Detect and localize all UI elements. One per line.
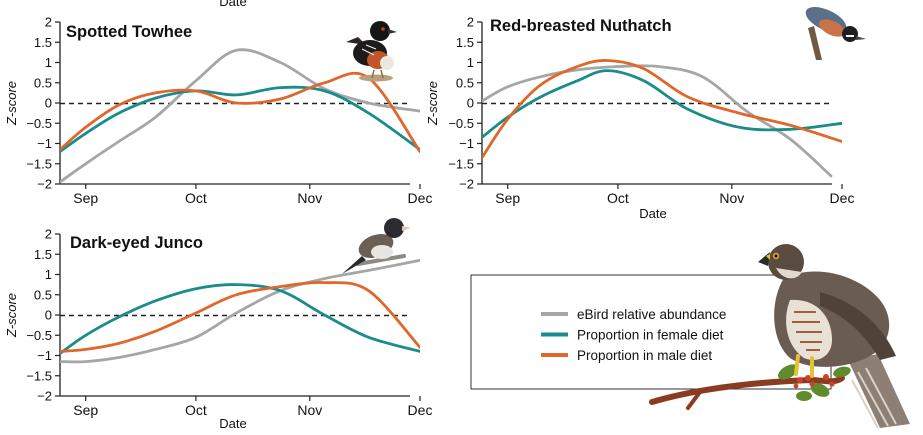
x-tick-label: Oct — [185, 402, 207, 418]
junco-photo — [342, 218, 411, 274]
series-line-proportion-in-female-diet — [60, 283, 420, 355]
x-axis-label: Date — [219, 0, 246, 9]
hawk-photo — [649, 244, 910, 429]
y-tick-label: 1 — [467, 55, 474, 70]
y-tick-label: −1.5 — [26, 156, 52, 171]
series-line-ebird-relative-abundance — [60, 48, 420, 184]
legend: eBird relative abundance Proportion in fe… — [470, 274, 832, 390]
y-tick-label: 2 — [467, 15, 474, 30]
x-axis-label: Date — [219, 416, 246, 431]
x-tick-label: Oct — [185, 190, 207, 206]
y-tick-label: −2 — [37, 177, 52, 192]
x-tick-label: Nov — [297, 402, 322, 418]
panel-red-breasted-nuthatch: Red-breasted Nuthatch Z-score Date 2 1.5 1… — [425, 7, 866, 221]
y-tick-label: 1 — [45, 267, 52, 282]
y-tick-label: 0.5 — [456, 75, 474, 90]
series-line-proportion-in-female-diet — [60, 85, 420, 153]
panel-title: Red-breasted Nuthatch — [490, 17, 672, 35]
y-axis-label: Z-score — [425, 81, 440, 126]
y-tick-label: 0.5 — [34, 75, 52, 90]
series-line-proportion-in-female-diet — [482, 69, 842, 139]
x-tick-label: Dec — [830, 190, 855, 206]
legend-label: Proportion in female diet — [577, 328, 724, 343]
x-tick-label: Dec — [408, 402, 433, 418]
panel-title: Dark-eyed Junco — [70, 234, 203, 252]
x-axis-label: Date — [639, 206, 666, 221]
panel-spotted-towhee: Date Spotted Towhee Z-score 2 1.5 1 0.5 0 −0.… — [4, 0, 432, 206]
series-line-ebird-relative-abundance — [482, 64, 833, 178]
x-tick-label: Dec — [408, 190, 433, 206]
legend-box — [470, 274, 832, 390]
y-tick-label: 2 — [45, 15, 52, 30]
y-tick-label: −1 — [37, 136, 52, 151]
legend-label: Proportion in male diet — [577, 348, 712, 363]
x-tick-label: Nov — [719, 190, 744, 206]
y-tick-label: 0 — [45, 308, 52, 323]
nuthatch-photo — [805, 7, 866, 60]
y-axis-label: Z-score — [4, 81, 19, 126]
y-tick-label: −0.5 — [26, 328, 52, 343]
panel-dark-eyed-junco: Dark-eyed Junco Z-score Date 2 1.5 1 0.5 0 −0… — [4, 218, 432, 431]
y-tick-label: 2 — [45, 227, 52, 242]
series-line-proportion-in-male-diet — [60, 281, 420, 353]
y-tick-label: −1 — [37, 348, 52, 363]
y-tick-label: −0.5 — [448, 116, 474, 131]
legend-label: eBird relative abundance — [577, 307, 726, 322]
y-tick-label: 1.5 — [456, 35, 474, 50]
x-tick-label: Sep — [495, 190, 520, 206]
y-tick-label: −2 — [37, 389, 52, 404]
y-axis-label: Z-score — [4, 293, 19, 338]
y-tick-label: 0.5 — [34, 287, 52, 302]
y-tick-label: −1.5 — [26, 368, 52, 383]
y-tick-label: 1.5 — [34, 35, 52, 50]
x-tick-label: Sep — [73, 190, 98, 206]
x-tick-label: Oct — [607, 190, 629, 206]
x-tick-label: Nov — [297, 190, 322, 206]
y-tick-label: 0 — [467, 96, 474, 111]
x-tick-label: Sep — [73, 402, 98, 418]
towhee-photo — [346, 21, 397, 82]
series-line-proportion-in-male-diet — [482, 59, 842, 160]
panel-title: Spotted Towhee — [66, 23, 192, 41]
series-line-proportion-in-male-diet — [60, 71, 420, 153]
y-tick-label: −1.5 — [448, 156, 474, 171]
y-tick-label: −1 — [459, 136, 474, 151]
y-tick-label: −2 — [459, 177, 474, 192]
y-tick-label: −0.5 — [26, 116, 52, 131]
y-tick-label: 1 — [45, 55, 52, 70]
series-line-ebird-relative-abundance — [60, 258, 420, 364]
y-tick-label: 1.5 — [34, 247, 52, 262]
y-tick-label: 0 — [45, 96, 52, 111]
